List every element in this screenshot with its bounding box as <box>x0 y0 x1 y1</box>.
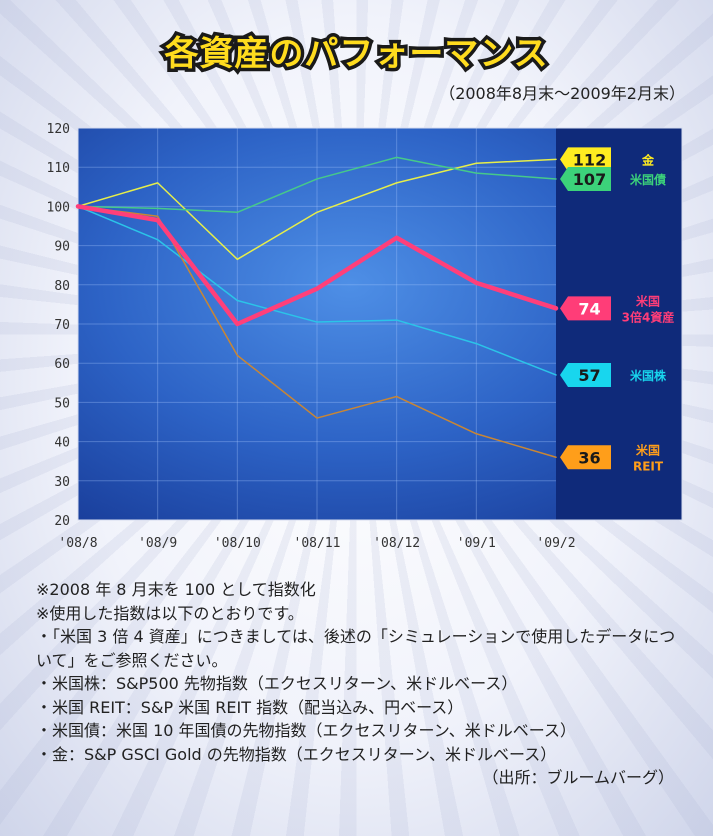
series-line <box>77 156 557 214</box>
y-tick-label: 60 <box>54 357 70 372</box>
series-name-label: 米国債 <box>630 172 666 187</box>
end-value-badge <box>560 362 611 387</box>
x-tick-label: '08/8 <box>58 536 97 551</box>
series-name-label: 3倍4資産 <box>622 309 675 324</box>
y-tick-label: 20 <box>54 514 70 529</box>
note-line: ・金：S&P GSCI Gold の先物指数（エクセスリターン、米ドルベース） <box>36 744 557 764</box>
note-line: ※2008 年 8 月末を 100 として指数化 <box>36 580 316 599</box>
y-tick-label: 120 <box>47 122 70 137</box>
period-subtitle: （2008年8月末～2009年2月末） <box>439 84 685 103</box>
note-line: ・米国株：S&P500 先物指数（エクセスリターン、米ドルベース） <box>36 674 518 693</box>
series-name-label: REIT <box>633 459 664 473</box>
series-name-label: 米国 <box>636 442 660 457</box>
end-value-label: 112 <box>573 150 606 169</box>
y-tick-label: 110 <box>47 161 70 176</box>
series-name-label: 金 <box>641 152 655 167</box>
end-value-badge <box>560 445 611 470</box>
note-line: ※使用した指数は以下のとおりです。 <box>36 603 304 623</box>
end-value-badge <box>560 296 611 321</box>
performance-line-chart: 20 30 40 50 60 70 80 90 100 110 120 '08/8 '08/9 '08/1… <box>47 122 683 551</box>
series-name-label: 米国 <box>636 293 660 308</box>
y-tick-label: 30 <box>54 475 70 490</box>
note-line: ・「米国 3 倍 4 資産」につきましては、後述の「シミュレーションで使用したデ… <box>36 627 676 670</box>
y-tick-label: 100 <box>47 200 70 215</box>
end-value-label: 107 <box>573 170 606 189</box>
plot-border <box>77 127 683 521</box>
y-tick-label: 70 <box>54 318 70 333</box>
notes-section: ※2008 年 8 月末を 100 として指数化 ※使用した指数は以下のとおりで… <box>36 578 686 790</box>
end-value-label: 57 <box>578 366 600 385</box>
x-tick-label: '09/1 <box>457 536 496 551</box>
x-tick-label: '08/10 <box>214 536 261 551</box>
y-tick-label: 50 <box>54 396 70 411</box>
y-tick-label: 90 <box>54 240 70 255</box>
x-tick-label: '09/2 <box>536 536 575 551</box>
x-tick-label: '08/12 <box>373 536 420 551</box>
page-title: 各資産のパフォーマンス <box>161 31 551 78</box>
series-line <box>75 204 559 327</box>
note-line: ・米国債：米国 10 年国債の先物指数（エクセスリターン、米ドルベース） <box>36 721 576 740</box>
series-line <box>77 158 557 261</box>
end-value-badge <box>560 166 611 191</box>
y-tick-label: 80 <box>54 279 70 294</box>
series-name-label: 米国株 <box>630 368 667 383</box>
source-note: （出所：ブルームバーグ） <box>482 768 674 787</box>
note-line: ・米国 REIT：S&P 米国 REIT 指数（配当込み、円ベース） <box>36 697 464 717</box>
series-line <box>77 205 557 376</box>
x-tick-label: '08/11 <box>294 536 341 551</box>
end-value-badge <box>560 147 611 172</box>
end-value-label: 74 <box>578 299 600 318</box>
end-value-label: 36 <box>578 448 600 467</box>
series-line <box>77 205 557 459</box>
x-tick-label: '08/9 <box>138 536 177 551</box>
y-tick-label: 40 <box>54 436 70 451</box>
